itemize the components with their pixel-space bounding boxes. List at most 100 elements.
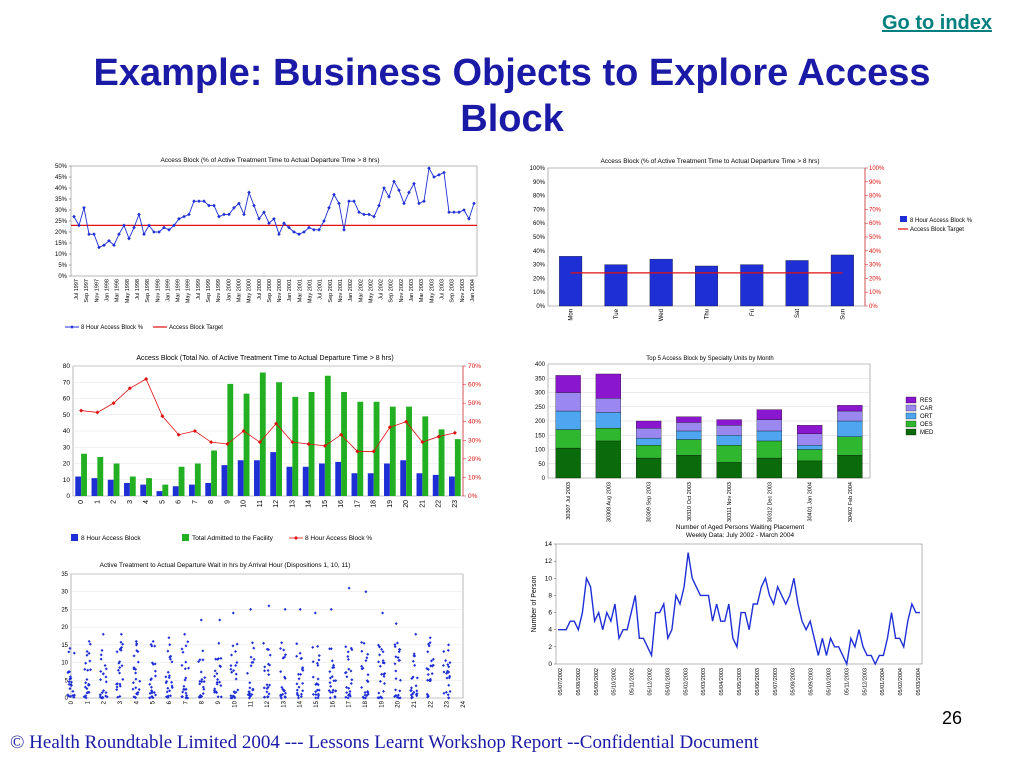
- chart5-point: [317, 654, 321, 658]
- chart4-bar-segment-ort: [756, 430, 783, 442]
- chart5-point: [262, 695, 266, 699]
- chart3-legend-swatch-2: [182, 534, 189, 541]
- chart3-ytick-label: 80: [63, 363, 71, 370]
- chart3-bar-total-admitted: [194, 463, 201, 496]
- chart5-point: [136, 690, 140, 694]
- chart5-point: [347, 667, 351, 671]
- chart5-xtick-label: 19: [379, 700, 385, 707]
- chart4-bar-segment-car: [595, 398, 622, 413]
- chart5-point: [346, 654, 350, 658]
- chart5-point: [316, 683, 320, 687]
- chart5-point: [267, 692, 271, 696]
- chart3-legend-label-1: 8 Hour Access Block: [81, 535, 141, 542]
- chart5-point: [137, 688, 141, 692]
- chart5-point: [329, 690, 333, 694]
- chart5-point: [213, 674, 217, 678]
- chart3-bar-total-admitted: [341, 392, 347, 496]
- go-to-index-link[interactable]: Go to index: [882, 12, 992, 34]
- chart5-point: [198, 679, 202, 683]
- chart3-ytick-right-label: 70%: [468, 363, 481, 370]
- chart5-point: [345, 685, 349, 689]
- chart2-ytick-label: 10%: [533, 290, 546, 296]
- chart5-point: [119, 640, 123, 644]
- chart5-point: [267, 604, 271, 608]
- chart5-point: [166, 649, 170, 653]
- chart5-point: [380, 647, 384, 651]
- chart5-point: [378, 679, 382, 683]
- chart2-ytick-label: 20%: [533, 276, 546, 282]
- chart5-xtick-label: 4: [134, 700, 140, 704]
- chart5-point: [102, 689, 106, 693]
- chart6-title: Number of Aged Persons Waiting Placement: [676, 524, 805, 531]
- chart4-bar-segment-car: [676, 422, 702, 432]
- chart5-point: [394, 688, 398, 692]
- chart5-point: [425, 666, 429, 670]
- chart5-point: [180, 695, 184, 699]
- chart5-point: [83, 685, 87, 689]
- chart6-plot-border: [555, 543, 923, 665]
- chart5-point: [279, 670, 283, 674]
- chart3-bar-total-admitted: [227, 383, 234, 496]
- chart5-point: [180, 647, 184, 651]
- chart5-point: [201, 692, 205, 696]
- chart1-point: [192, 199, 196, 203]
- chart1-xtick-label: Jul 1998: [135, 279, 141, 300]
- chart5-point: [101, 632, 105, 636]
- chart4-legend-label: RES: [920, 398, 932, 404]
- chart5-point: [218, 618, 222, 622]
- chart5-point: [104, 667, 108, 671]
- chart1-ytick-label: 0%: [58, 274, 67, 280]
- chart1-ytick-label: 40%: [55, 186, 68, 192]
- chart3-ytick-label: 40: [63, 428, 71, 435]
- chart5-point: [231, 611, 235, 615]
- chart5-point: [282, 689, 286, 693]
- chart5-plot-border: [70, 573, 464, 699]
- chart5-point: [332, 679, 336, 683]
- chart3-bar-total-admitted: [389, 406, 396, 496]
- chart5-point: [363, 693, 367, 697]
- chart1-point: [147, 223, 151, 228]
- chart5-point: [265, 690, 269, 694]
- chart5-point: [333, 695, 337, 699]
- chart5-point: [329, 607, 333, 611]
- chart5-point: [84, 694, 88, 698]
- chart5-ytick-label: 30: [61, 590, 68, 596]
- chart5-point: [441, 663, 445, 667]
- chart1-point: [442, 170, 446, 175]
- chart5-point: [378, 645, 382, 649]
- chart5-point: [360, 686, 364, 690]
- chart1-xtick-label: May 2000: [247, 279, 253, 303]
- chart1-point: [427, 166, 431, 170]
- chart3-ytick-label: 70: [63, 379, 71, 386]
- chart1-xtick-label: Sep 2000: [267, 279, 273, 303]
- chart5-point: [118, 684, 122, 688]
- chart5-xtick-label: 7: [183, 700, 189, 704]
- chart5-point: [101, 672, 105, 676]
- chart5-point: [170, 684, 174, 688]
- chart5-point: [200, 680, 204, 684]
- c2-svg: Access Block (% of Active Treatment Time…: [530, 158, 973, 321]
- chart5-point: [298, 607, 302, 611]
- chart5-point: [447, 643, 451, 647]
- chart5-point: [199, 618, 203, 622]
- chart5-point: [166, 670, 170, 674]
- chart3-bar-total-admitted: [178, 466, 185, 496]
- chart5-point: [398, 696, 402, 700]
- chart1-xtick-label: Jan 2000: [226, 279, 232, 302]
- chart3-bar-total-admitted: [97, 457, 104, 496]
- chart3-xtick-label: 15: [322, 500, 329, 508]
- chart5-point: [393, 662, 397, 666]
- chart4-bar-segment-med: [796, 460, 823, 479]
- chart5-point: [415, 689, 419, 693]
- chart5-point: [445, 669, 449, 673]
- chart1-point: [342, 228, 346, 232]
- chart1-point: [407, 190, 411, 195]
- chart2-bar: [559, 256, 583, 307]
- chart1-point: [422, 199, 426, 203]
- chart4-bar-segment-ort: [595, 412, 622, 429]
- chart3-bar-access-block: [237, 460, 244, 496]
- chart1-point: [212, 203, 216, 208]
- chart3-bar-total-admitted: [276, 382, 282, 496]
- chart5-point: [99, 678, 103, 682]
- chart1-xtick-label: Jan 2001: [287, 279, 293, 302]
